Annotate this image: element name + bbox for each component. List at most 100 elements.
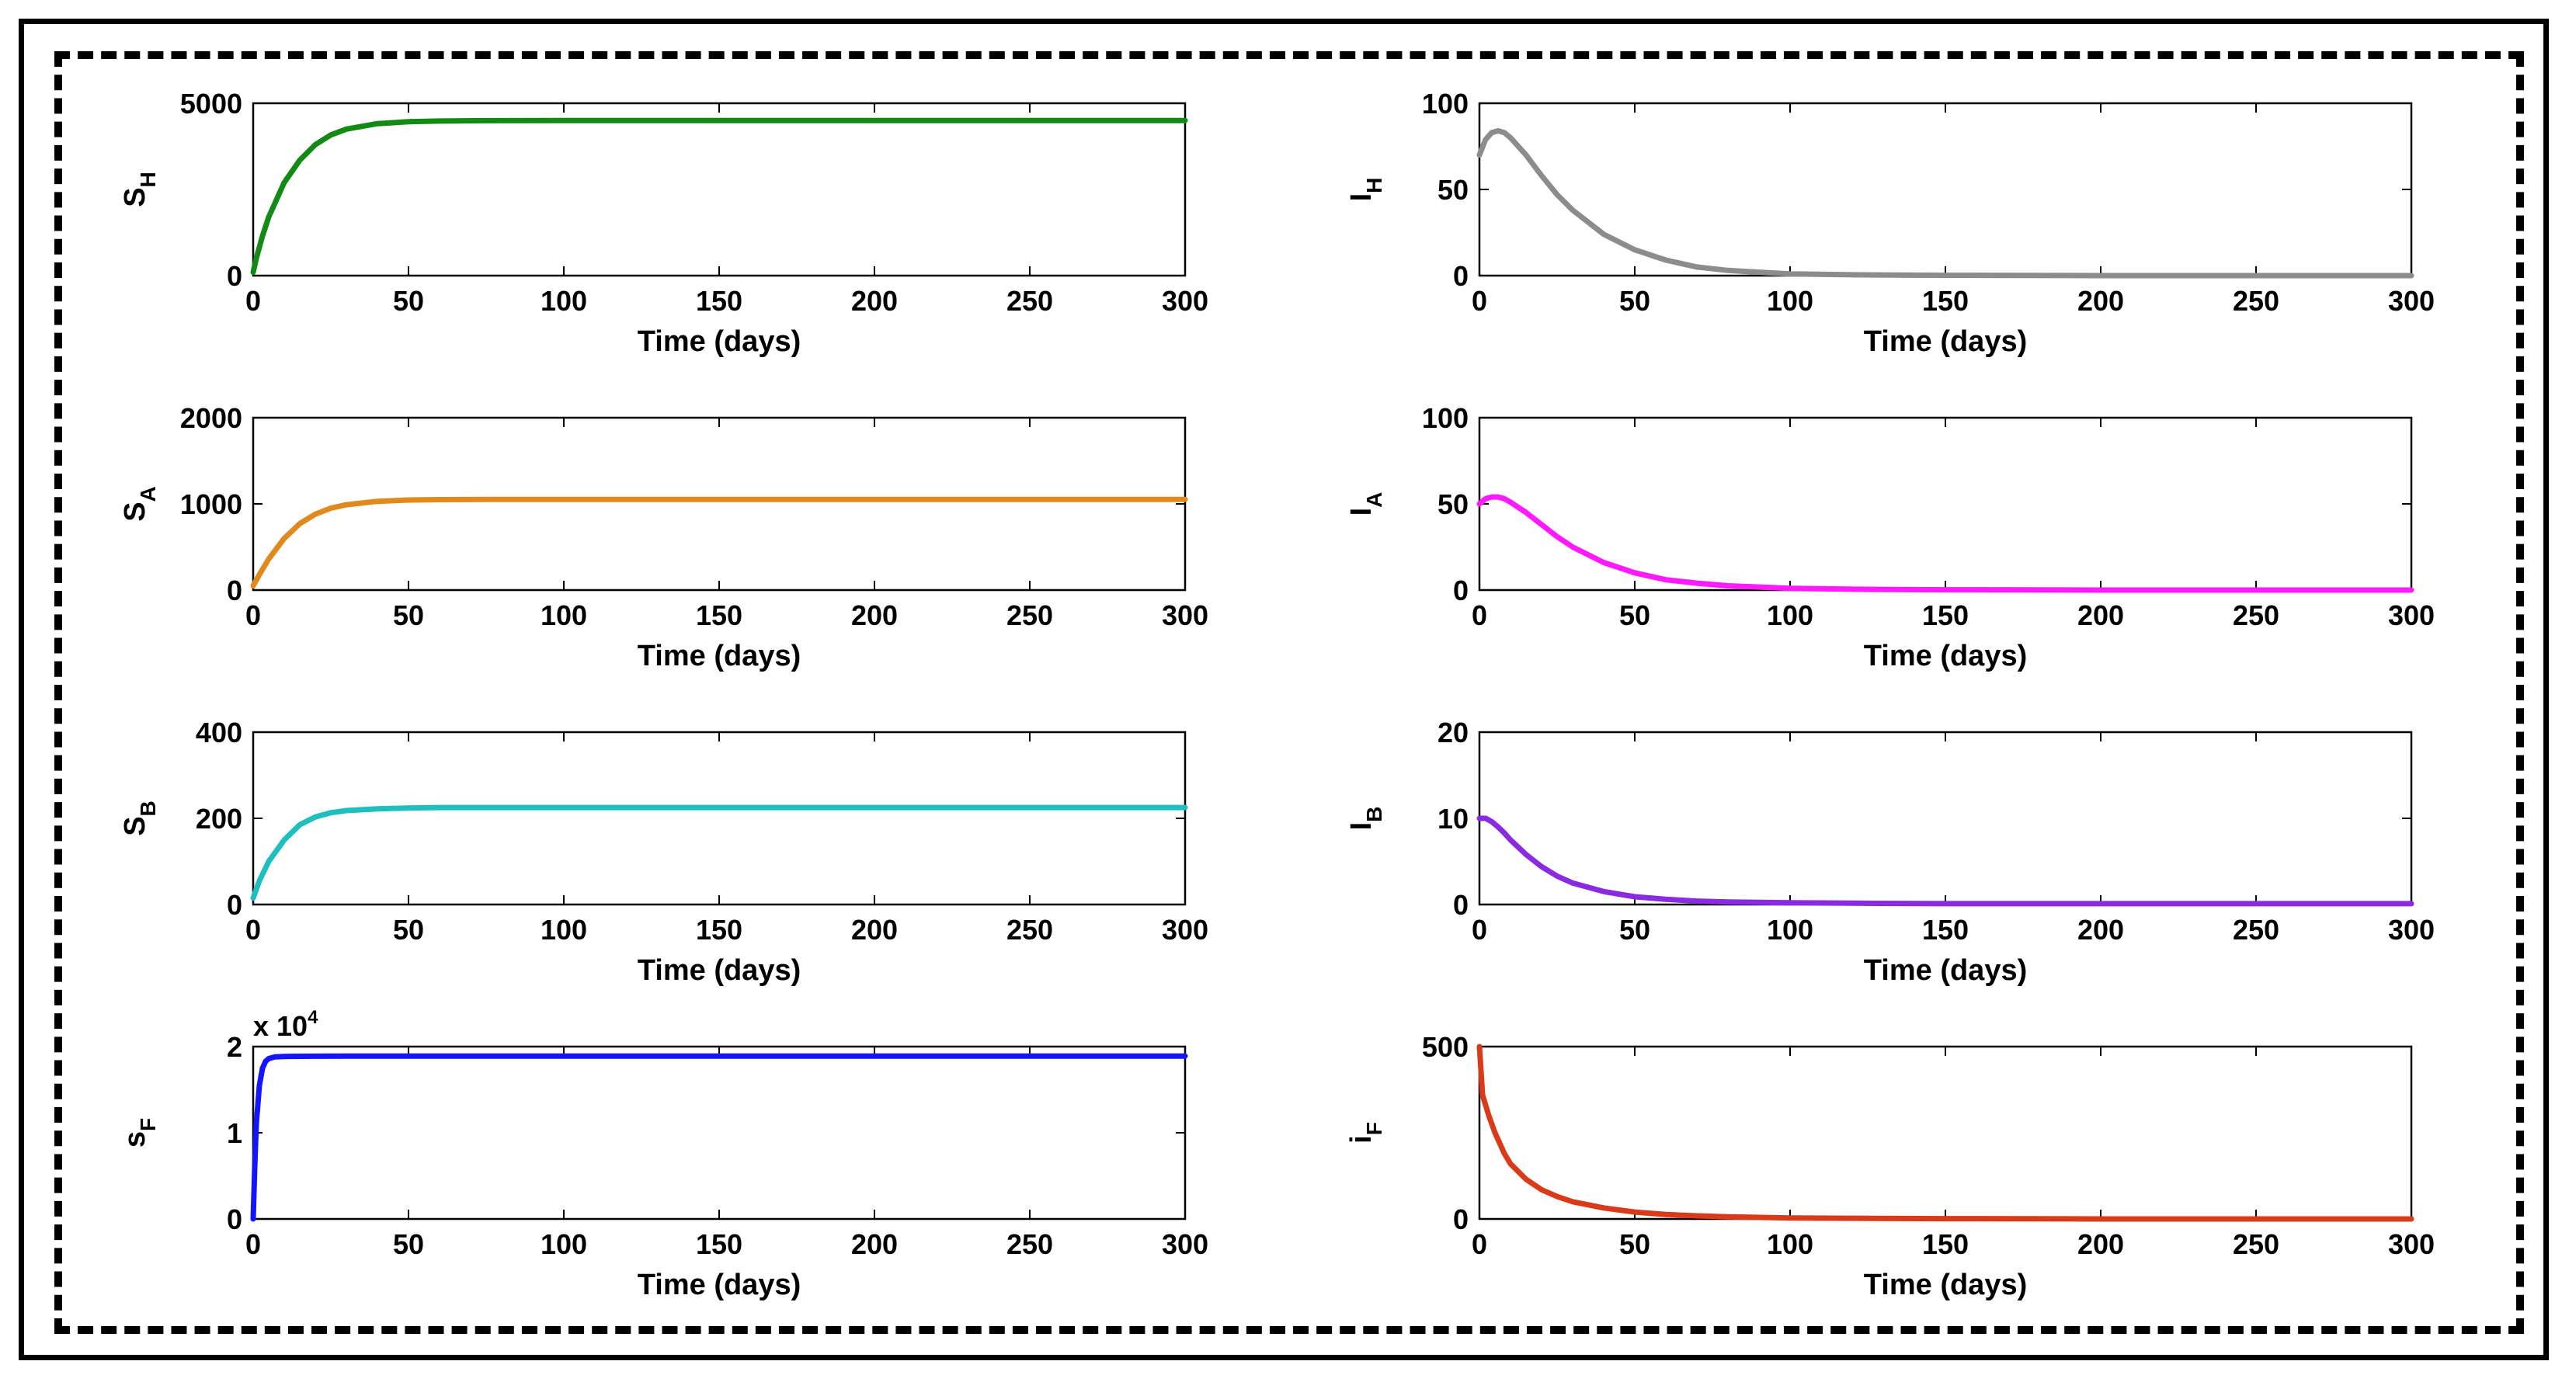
x-tick-label: 200 <box>851 285 898 317</box>
y-axis-label: IB <box>1345 807 1386 831</box>
y-tick-label: 50 <box>1437 488 1469 520</box>
x-tick-label: 50 <box>393 914 424 946</box>
y-axis-label: sF <box>119 1118 160 1148</box>
y-axis-label-subscript: F <box>1362 1122 1386 1135</box>
y-axis-label: IA <box>1345 492 1386 516</box>
y-exponent-label: x 104 <box>253 1007 318 1042</box>
y-tick-label: 1 <box>227 1117 242 1149</box>
inner-dashed-frame <box>54 51 2524 1334</box>
y-tick-label: 400 <box>196 717 242 748</box>
series-line <box>1476 128 2414 279</box>
x-tick-label: 300 <box>1162 914 1208 946</box>
y-axis-label-subscript: A <box>1362 492 1386 508</box>
x-tick-label: 50 <box>1619 285 1650 317</box>
x-tick-label: 150 <box>696 1228 742 1260</box>
y-exponent-power: 4 <box>308 1007 318 1028</box>
y-tick-label: 500 <box>1422 1031 1469 1063</box>
x-tick-label: 0 <box>245 599 261 631</box>
y-tick-label: 5000 <box>180 88 242 120</box>
x-tick-label: 300 <box>2388 914 2435 946</box>
x-axis-label: Time (days) <box>1864 954 2027 987</box>
x-tick-label: 200 <box>851 1228 898 1260</box>
x-tick-label: 150 <box>696 599 742 631</box>
panel-s-b: 0 50 100 150 200 250 300 0 200 400 Time (days) SB <box>119 717 1208 987</box>
y-tick-label: 200 <box>196 803 242 835</box>
axes-box <box>252 731 1187 906</box>
x-tick-label: 250 <box>1006 285 1053 317</box>
y-axis-label: SB <box>119 800 160 836</box>
x-tick-label: 300 <box>2388 285 2435 317</box>
x-tick-label: 0 <box>1472 1228 1487 1260</box>
x-tick-label: 300 <box>1162 1228 1208 1260</box>
x-tick-label: 50 <box>393 599 424 631</box>
x-tick-label: 100 <box>541 1228 587 1260</box>
y-tick-label: 100 <box>1422 88 1469 120</box>
x-tick-label: 250 <box>2233 1228 2279 1260</box>
x-tick-label: 100 <box>1767 914 1813 946</box>
x-axis-label: Time (days) <box>1864 325 2027 358</box>
x-tick-label: 200 <box>2077 914 2124 946</box>
x-tick-label: 50 <box>393 285 424 317</box>
panel-i-b: 0 50 100 150 200 250 300 0 10 20 Time (days) IB <box>1345 717 2435 987</box>
y-axis-label-subscript: H <box>136 172 160 187</box>
series-line <box>1476 1043 2414 1222</box>
x-tick-label: 250 <box>1006 1228 1053 1260</box>
x-tick-label: 200 <box>2077 1228 2124 1260</box>
y-tick-label: 100 <box>1422 402 1469 434</box>
x-axis-label: Time (days) <box>638 1269 801 1301</box>
y-axis-label-subscript: B <box>136 800 160 816</box>
x-tick-label: 150 <box>696 285 742 317</box>
axes-box <box>1478 1045 2413 1221</box>
x-tick-label: 200 <box>2077 285 2124 317</box>
y-tick-label: 0 <box>1453 1203 1469 1235</box>
x-tick-label: 50 <box>1619 914 1650 946</box>
x-tick-label: 0 <box>245 1228 261 1260</box>
y-axis-label-subscript: H <box>1362 178 1386 193</box>
x-tick-label: 50 <box>393 1228 424 1260</box>
y-tick-label: 10 <box>1437 803 1469 835</box>
x-tick-label: 0 <box>1472 599 1487 631</box>
x-tick-label: 200 <box>851 914 898 946</box>
x-axis-label: Time (days) <box>1864 640 2027 672</box>
y-tick-label: 0 <box>1453 889 1469 921</box>
series-line <box>250 1053 1188 1222</box>
y-axis-label: SA <box>119 486 160 522</box>
y-tick-label: 1000 <box>180 488 242 520</box>
series-line <box>250 496 1188 589</box>
x-tick-label: 250 <box>1006 914 1053 946</box>
x-tick-label: 0 <box>1472 914 1487 946</box>
x-tick-label: 150 <box>1922 285 1969 317</box>
y-tick-label: 0 <box>227 260 242 292</box>
x-tick-label: 300 <box>2388 599 2435 631</box>
axes-box <box>252 1045 1187 1221</box>
y-tick-label: 2 <box>227 1031 242 1063</box>
axes-box <box>1478 416 2413 592</box>
panel-i-h: 0 50 100 150 200 250 300 0 50 100 Time (days) IH <box>1345 88 2435 358</box>
series-line <box>250 117 1188 276</box>
x-tick-label: 150 <box>1922 914 1969 946</box>
y-tick-label: 0 <box>1453 260 1469 292</box>
x-tick-label: 200 <box>2077 599 2124 631</box>
x-tick-label: 0 <box>245 914 261 946</box>
axes-box <box>1478 102 2413 277</box>
panel-i-f: 0 50 100 150 200 250 300 0 500 Time (days) iF <box>1345 1031 2435 1301</box>
y-tick-label: 50 <box>1437 174 1469 206</box>
series-line <box>250 804 1188 901</box>
axes-box <box>1478 731 2413 906</box>
x-tick-label: 150 <box>696 914 742 946</box>
x-tick-label: 250 <box>2233 285 2279 317</box>
x-tick-label: 50 <box>1619 1228 1650 1260</box>
x-axis-label: Time (days) <box>1864 1269 2027 1301</box>
x-tick-label: 0 <box>245 285 261 317</box>
y-axis-label-subscript: B <box>1362 807 1386 822</box>
x-tick-label: 100 <box>541 285 587 317</box>
y-tick-label: 0 <box>227 1203 242 1235</box>
x-axis-label: Time (days) <box>638 325 801 358</box>
x-tick-label: 300 <box>1162 285 1208 317</box>
outer-frame <box>19 19 2549 1360</box>
y-axis-label: iF <box>1345 1122 1386 1144</box>
x-tick-label: 0 <box>1472 285 1487 317</box>
panel-i-a: 0 50 100 150 200 250 300 0 50 100 Time (days) IA <box>1345 402 2435 672</box>
series-line <box>1476 815 2414 907</box>
